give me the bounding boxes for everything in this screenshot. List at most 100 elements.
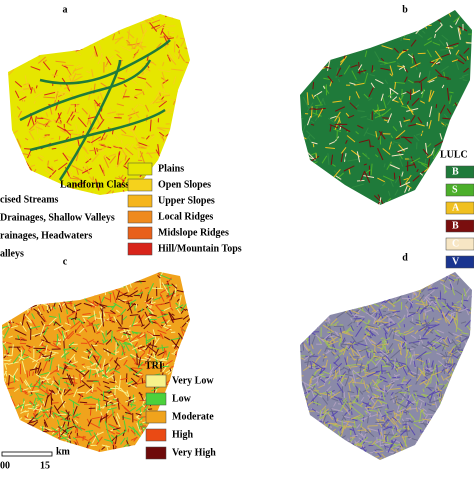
map-texture <box>296 172 301 182</box>
map-texture <box>189 139 191 143</box>
map-texture <box>319 183 326 187</box>
map-texture <box>387 271 397 272</box>
map-texture <box>0 412 3 419</box>
map-texture <box>353 269 354 273</box>
map-texture <box>318 446 329 447</box>
map-texture <box>333 460 339 467</box>
map-texture <box>305 287 308 291</box>
map-texture <box>329 449 331 453</box>
map-texture <box>80 43 83 48</box>
map-texture <box>74 48 76 51</box>
map-texture <box>296 405 300 406</box>
legend-swatch <box>128 179 152 191</box>
map-texture <box>72 276 73 288</box>
map-texture <box>180 93 193 94</box>
map-texture <box>7 113 10 114</box>
map-texture <box>327 56 339 58</box>
map-texture <box>194 304 197 306</box>
map-texture <box>345 43 350 49</box>
map-texture <box>70 451 74 456</box>
map-texture <box>303 56 305 64</box>
map-texture <box>305 441 307 451</box>
map-texture <box>304 274 310 277</box>
map-texture <box>295 400 300 402</box>
map-texture <box>464 109 465 117</box>
map-texture <box>318 295 321 297</box>
map-texture <box>384 385 385 393</box>
map-texture <box>370 23 379 26</box>
map-texture <box>305 426 311 434</box>
map-texture <box>319 29 321 38</box>
map-texture <box>314 438 320 445</box>
map-texture <box>301 432 309 434</box>
map-texture <box>309 451 318 453</box>
map-texture <box>4 423 7 428</box>
map-texture <box>48 161 49 166</box>
legend-swatch <box>128 243 152 255</box>
map-texture <box>448 432 456 434</box>
map-texture <box>0 127 1 137</box>
map-texture <box>465 279 467 282</box>
map-texture <box>9 302 12 310</box>
map-texture <box>49 298 56 303</box>
map-texture <box>0 447 10 450</box>
map-texture <box>6 123 7 129</box>
map-texture <box>310 304 315 305</box>
map-texture <box>182 363 189 368</box>
map-texture <box>49 446 54 449</box>
map-texture <box>428 18 431 21</box>
map-texture <box>12 42 16 54</box>
map-texture <box>458 444 461 450</box>
map-texture <box>468 145 473 155</box>
map-texture <box>57 269 62 275</box>
map-texture <box>21 299 24 301</box>
map-texture <box>339 75 343 76</box>
map-texture <box>446 452 447 462</box>
map-texture <box>0 22 3 28</box>
map-texture <box>387 5 388 8</box>
legend-swatch <box>446 202 474 214</box>
map-texture <box>192 347 200 350</box>
map-texture <box>341 442 343 453</box>
map-texture <box>447 456 451 459</box>
map-texture <box>186 112 188 117</box>
map-texture <box>312 307 320 316</box>
map-texture <box>463 435 466 441</box>
map-texture <box>153 270 157 271</box>
map-texture <box>459 131 464 134</box>
map-texture <box>458 109 462 111</box>
map-texture <box>307 299 312 304</box>
map-texture <box>327 280 329 283</box>
map-texture <box>129 445 135 456</box>
map-texture <box>413 89 414 93</box>
map-texture <box>51 138 54 139</box>
map-texture <box>187 79 190 86</box>
map-texture <box>438 430 441 437</box>
map-texture <box>363 299 370 301</box>
map-texture <box>37 21 40 23</box>
map-texture <box>340 268 341 276</box>
map-texture <box>315 294 317 299</box>
map-texture <box>21 292 27 295</box>
map-texture <box>117 281 120 283</box>
map-texture <box>187 361 190 363</box>
map-texture <box>299 432 303 433</box>
map-texture <box>319 269 325 271</box>
map-texture <box>423 282 428 284</box>
map-texture <box>412 195 417 199</box>
map-texture <box>293 286 303 287</box>
legend-label: S <box>452 184 458 195</box>
map-texture <box>81 284 92 286</box>
map-texture <box>369 299 371 303</box>
map-texture <box>46 290 57 293</box>
map-texture <box>338 453 339 461</box>
map-texture <box>33 292 42 297</box>
map-texture <box>374 462 379 471</box>
map-texture <box>421 190 426 191</box>
map-texture <box>193 271 196 277</box>
map-texture <box>180 8 185 14</box>
map-texture <box>54 21 65 26</box>
map-texture <box>322 267 327 278</box>
map-texture <box>23 277 32 284</box>
map-texture <box>341 441 351 444</box>
